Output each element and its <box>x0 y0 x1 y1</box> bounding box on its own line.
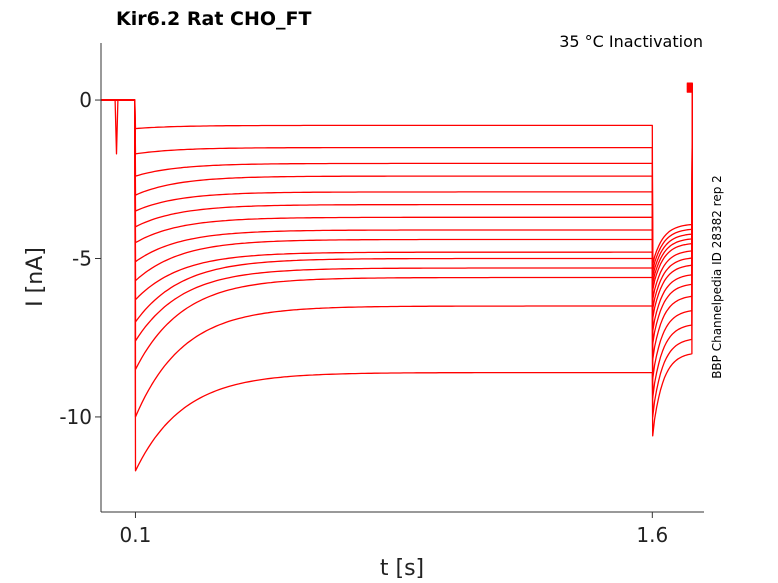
x-tick-label: 0.1 <box>120 523 152 547</box>
y-tick-label: 0 <box>79 88 92 112</box>
current-trace <box>101 88 693 291</box>
chart-title: Kir6.2 Rat CHO_FT <box>116 8 312 30</box>
current-trace <box>101 86 693 333</box>
y-tick-label: -5 <box>72 246 92 270</box>
current-trace <box>101 83 693 418</box>
current-trace <box>101 82 693 472</box>
current-trace <box>101 90 693 272</box>
y-axis-label: I [nA] <box>23 247 48 307</box>
current-trace <box>101 87 693 310</box>
plot-area <box>101 82 693 472</box>
current-trace <box>101 85 693 345</box>
chart-subtitle: 35 °C Inactivation <box>559 32 703 51</box>
current-trace <box>101 89 693 285</box>
current-trace <box>101 90 693 279</box>
x-tick-label: 1.6 <box>636 523 668 547</box>
current-trace <box>101 85 693 361</box>
x-ticks: 0.1 1.6 <box>120 512 668 547</box>
x-axis-label: t [s] <box>380 556 424 581</box>
current-trace <box>101 83 693 399</box>
current-trace <box>101 88 693 301</box>
y-tick-label: -10 <box>59 405 92 429</box>
current-trace <box>101 91 693 266</box>
trace-group <box>101 82 693 472</box>
current-trace <box>101 87 693 320</box>
channelpedia-id-label: BBP Channelpedia ID 28382 rep 2 <box>710 175 724 379</box>
y-ticks: 0 -5 -10 <box>59 88 101 429</box>
current-trace <box>101 84 693 380</box>
